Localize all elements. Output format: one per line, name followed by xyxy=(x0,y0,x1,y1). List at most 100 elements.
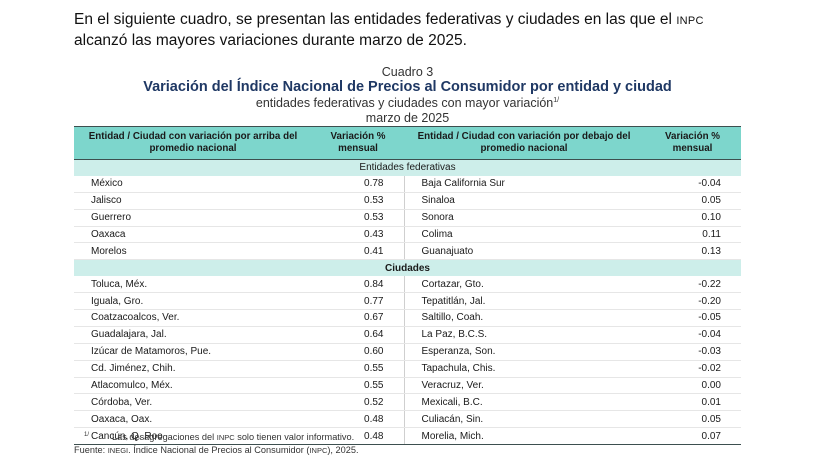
row-above-name: Iguala, Gro. xyxy=(74,292,312,311)
row-above-value: 0.78 xyxy=(312,175,404,193)
row-below-value: -0.20 xyxy=(644,292,741,311)
row-below-value: 0.01 xyxy=(644,393,741,412)
row-below-name: La Paz, B.C.S. xyxy=(403,326,644,344)
table-row: México 0.78 Baja California Sur -0.04 xyxy=(74,175,741,193)
row-below-value: -0.03 xyxy=(644,343,741,361)
row-above-name: Jalisco xyxy=(74,192,312,210)
table-row: Cancún, Q. Roo 0.48 Morelia, Mich. 0.07 xyxy=(74,427,741,446)
source-abbr: INPC xyxy=(309,446,328,456)
row-below-name: Tapachula, Chis. xyxy=(403,360,644,378)
table-row: Coatzacoalcos, Ver. 0.67 Saltillo, Coah. -0… xyxy=(74,309,741,327)
row-above-value: 0.55 xyxy=(312,360,404,378)
row-above-value: 0.67 xyxy=(312,309,404,327)
table-row: Toluca, Méx. 0.84 Cortazar, Gto. -0.22 xyxy=(74,276,741,294)
header-below-name: Entidad / Ciudad con variación por debaj… xyxy=(404,126,644,160)
row-above-name: Atlacomulco, Méx. xyxy=(74,377,312,395)
row-below-value: -0.04 xyxy=(644,175,741,193)
intro-paragraph: En el siguiente cuadro, se presentan las… xyxy=(74,10,774,51)
row-above-value: 0.53 xyxy=(312,192,404,210)
table-notes: 1/ Las desagregaciones del INPC solo tie… xyxy=(74,429,359,457)
table-subtitle-text: entidades federativas y ciudades con may… xyxy=(255,96,554,110)
row-below-name: Sonora xyxy=(403,209,644,227)
row-below-name: Cortazar, Gto. xyxy=(403,276,644,294)
source-label: Fuente: xyxy=(74,445,106,456)
section-label-states: Entidades federativas xyxy=(74,159,741,176)
inflation-table: Entidad / Ciudad con variación por arrib… xyxy=(74,126,741,446)
row-above-name: Córdoba, Ver. xyxy=(74,393,312,412)
footnote-post: solo tienen valor informativo. xyxy=(237,432,355,443)
row-above-value: 0.55 xyxy=(312,377,404,395)
table-number: Cuadro 3 xyxy=(381,65,434,79)
row-below-value: 0.00 xyxy=(644,377,741,395)
row-above-name: Toluca, Méx. xyxy=(74,276,312,294)
row-above-name: Izúcar de Matamoros, Pue. xyxy=(74,343,312,361)
footnote-abbr: INPC xyxy=(216,433,235,443)
table-body: Entidades federativas México 0.78 Baja Cal… xyxy=(74,159,741,446)
footnote-mark: 1/ xyxy=(84,432,90,438)
table-row: Izúcar de Matamoros, Pue. 0.60 Esperanza, … xyxy=(74,343,741,361)
row-below-value: -0.22 xyxy=(644,276,741,294)
row-above-name: Guerrero xyxy=(74,209,312,227)
row-above-value: 0.48 xyxy=(312,427,404,446)
row-below-name: Culiacán, Sin. xyxy=(403,410,644,429)
row-above-name: Guadalajara, Jal. xyxy=(74,326,312,344)
row-below-value: 0.05 xyxy=(644,410,741,429)
row-below-value: -0.05 xyxy=(644,309,741,327)
row-above-value: 0.53 xyxy=(312,209,404,227)
row-above-value: 0.60 xyxy=(312,343,404,361)
row-above-name: Oaxaca xyxy=(74,226,312,244)
row-above-value: 0.84 xyxy=(312,276,404,294)
row-below-name: Morelia, Mich. xyxy=(403,427,644,446)
row-below-name: Guanajuato xyxy=(403,242,644,261)
section-label-cities: Ciudades xyxy=(74,259,741,277)
row-below-value: -0.04 xyxy=(644,326,741,344)
row-below-value: 0.11 xyxy=(644,226,741,244)
row-below-name: Tepatitlán, Jal. xyxy=(403,292,644,311)
table-row: Jalisco 0.53 Sinaloa 0.05 xyxy=(74,192,741,210)
table-row: Oaxaca, Oax. 0.48 Culiacán, Sin. 0.05 xyxy=(74,410,741,429)
row-above-name: Cancún, Q. Roo xyxy=(74,427,312,446)
row-above-name: México xyxy=(74,175,312,193)
table-subtitle: entidades federativas y ciudades con may… xyxy=(74,96,741,110)
row-below-name: Mexicali, B.C. xyxy=(403,393,644,412)
table-row: Morelos 0.41 Guanajuato 0.13 xyxy=(74,242,741,261)
section-row-states: Entidades federativas xyxy=(74,159,741,176)
section-row-cities: Ciudades xyxy=(74,259,741,277)
source-org: INEGI xyxy=(107,446,129,456)
header-above-value: Variación % mensual xyxy=(312,126,404,160)
row-below-value: 0.07 xyxy=(644,427,741,446)
row-above-value: 0.77 xyxy=(312,292,404,311)
row-above-value: 0.43 xyxy=(312,226,404,244)
source-line: Fuente: INEGI. Índice Nacional de Precio… xyxy=(74,444,359,457)
footnote-pre: Las desagregaciones del xyxy=(112,432,215,443)
source-text-1: . Índice Nacional de Precios al Consumid… xyxy=(128,445,310,456)
row-below-value: 0.10 xyxy=(644,209,741,227)
row-below-name: Colima xyxy=(403,226,644,244)
table-row: Cd. Jiménez, Chih. 0.55 Tapachula, Chis. -0… xyxy=(74,360,741,378)
intro-line-1: En el siguiente cuadro, se presentan las… xyxy=(74,11,672,28)
row-above-name: Cd. Jiménez, Chih. xyxy=(74,360,312,378)
row-below-name: Sinaloa xyxy=(403,192,644,210)
row-above-value: 0.52 xyxy=(312,393,404,412)
table-row: Guadalajara, Jal. 0.64 La Paz, B.C.S. -0.04 xyxy=(74,326,741,344)
intro-line-2: alcanzó las mayores variaciones durante … xyxy=(74,32,467,49)
row-above-value: 0.64 xyxy=(312,326,404,344)
row-below-value: 0.13 xyxy=(644,242,741,261)
table-title: Variación del Índice Nacional de Precios… xyxy=(143,79,672,95)
table-row: Atlacomulco, Méx. 0.55 Veracruz, Ver. 0.00 xyxy=(74,377,741,395)
row-below-name: Esperanza, Son. xyxy=(403,343,644,361)
intro-abbr: INPC xyxy=(676,15,704,27)
row-above-value: 0.48 xyxy=(312,410,404,429)
row-above-name: Coatzacoalcos, Ver. xyxy=(74,309,312,327)
table-row: Oaxaca 0.43 Colima 0.11 xyxy=(74,226,741,244)
row-above-value: 0.41 xyxy=(312,242,404,261)
source-text-2: ), 2025. xyxy=(327,445,359,456)
table-header-row: Entidad / Ciudad con variación por arrib… xyxy=(74,126,741,160)
footnote: 1/ Las desagregaciones del INPC solo tie… xyxy=(84,429,359,444)
row-above-name: Morelos xyxy=(74,242,312,261)
row-below-name: Saltillo, Coah. xyxy=(403,309,644,327)
row-below-value: -0.02 xyxy=(644,360,741,378)
row-above-name: Oaxaca, Oax. xyxy=(74,410,312,429)
table-row: Córdoba, Ver. 0.52 Mexicali, B.C. 0.01 xyxy=(74,393,741,412)
row-below-name: Veracruz, Ver. xyxy=(403,377,644,395)
